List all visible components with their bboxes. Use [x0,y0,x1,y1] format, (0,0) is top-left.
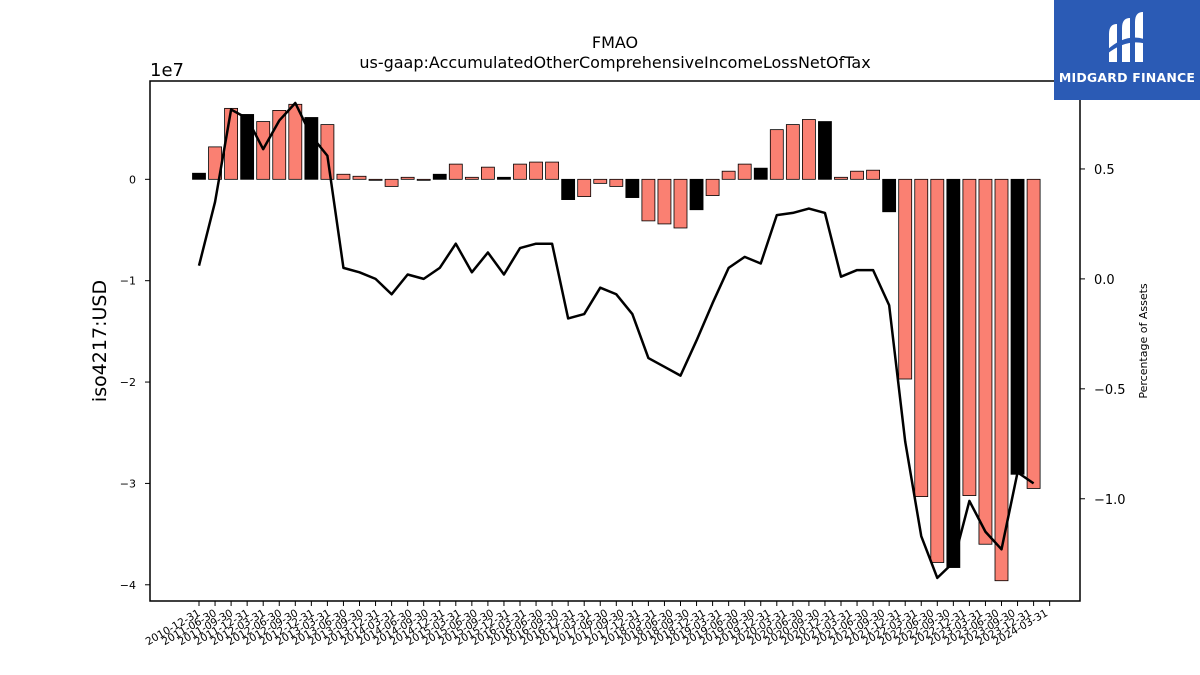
bar-2022-12-31 [962,178,977,496]
chart-title: FMAO [592,33,638,52]
bar-2010-12-31 [192,172,206,180]
bar-series [192,103,1041,582]
bar-2011-09-30 [240,114,255,180]
bar-2014-03-31 [400,176,415,180]
bar-2016-06-30 [545,161,559,180]
bar-2013-09-30 [368,178,383,181]
bar-2013-12-31 [384,178,399,187]
percentage-line-series [197,101,1035,580]
bar-2023-03-31 [978,178,993,545]
percentage-line [197,101,1035,580]
bar-2018-06-30 [673,178,688,229]
y2-tick-label: −0.5 [1094,383,1126,398]
axes: −4−3−2−10−1.0−0.50.00.52010-12-312011-06… [120,80,1126,648]
bar-2019-06-30 [737,163,752,180]
bar-2019-12-31 [769,129,784,180]
bar-2019-09-30 [753,167,768,180]
bar-2020-06-30 [802,119,816,180]
bar-2013-06-30 [352,175,367,180]
bar-2022-06-30 [930,178,945,563]
y-tick-label: −1 [120,275,136,288]
bar-2018-09-30 [689,178,704,211]
bar-2013-03-31 [336,173,351,180]
bar-2017-09-30 [625,178,640,198]
bar-2020-12-31 [834,176,848,180]
bar-2016-03-31 [529,161,543,180]
chart-subtitle: us-gaap:AccumulatedOtherComprehensiveInc… [359,53,870,72]
bar-2014-06-30 [416,178,431,181]
y-tick-label: 0 [129,173,136,186]
bar-2015-03-31 [464,176,479,180]
bar-2018-12-31 [705,178,720,196]
y-axis-offset-label: 1e7 [150,60,184,81]
bar-2011-12-31 [256,121,271,180]
bar-2017-12-31 [641,178,656,222]
bar-2022-09-30 [946,178,961,568]
bar-2023-12-31 [1026,178,1041,489]
y-tick-label: −4 [120,579,136,592]
midgard-finance-logo: MIDGARD FINANCE [1054,0,1200,100]
bar-2021-12-31 [898,178,913,380]
bar-2022-03-31 [914,178,929,497]
y-tick-label: −3 [120,477,136,490]
bar-2015-12-31 [513,163,527,180]
bar-2015-09-30 [497,176,511,180]
y2-tick-label: 0.5 [1094,163,1115,178]
bar-2016-09-30 [561,178,576,200]
bar-2012-12-31 [320,124,335,180]
y-axis-label: iso4217:USD [89,280,111,402]
plot-frame [149,80,1081,602]
bar-2015-06-30 [480,166,495,180]
y-tick-label: −2 [120,376,136,389]
bar-2017-06-30 [609,178,624,187]
brand-name: MIDGARD FINANCE [1058,70,1196,85]
bar-2012-06-30 [288,103,303,180]
bar-2023-09-30 [1010,178,1025,475]
bar-2016-12-31 [577,178,592,197]
bar-2021-06-30 [866,169,880,180]
bar-2023-06-30 [994,178,1009,582]
bar-2012-09-30 [304,117,319,180]
bar-2011-06-30 [224,107,239,180]
bar-2020-09-30 [818,121,832,180]
bar-2019-03-31 [721,170,736,180]
y2-tick-label: −1.0 [1094,493,1126,508]
bar-2020-03-31 [785,124,800,180]
bar-2021-03-31 [850,170,864,180]
bar-2014-09-30 [432,173,447,180]
y2-axis-label: Percentage of Assets [1137,283,1150,399]
bar-2018-03-31 [657,178,672,225]
midgard-m-mark-icon [1107,12,1147,62]
bar-2017-03-31 [593,178,608,184]
bar-2014-12-31 [448,163,463,180]
bar-2021-09-30 [882,178,897,213]
y2-tick-label: 0.0 [1094,273,1115,288]
